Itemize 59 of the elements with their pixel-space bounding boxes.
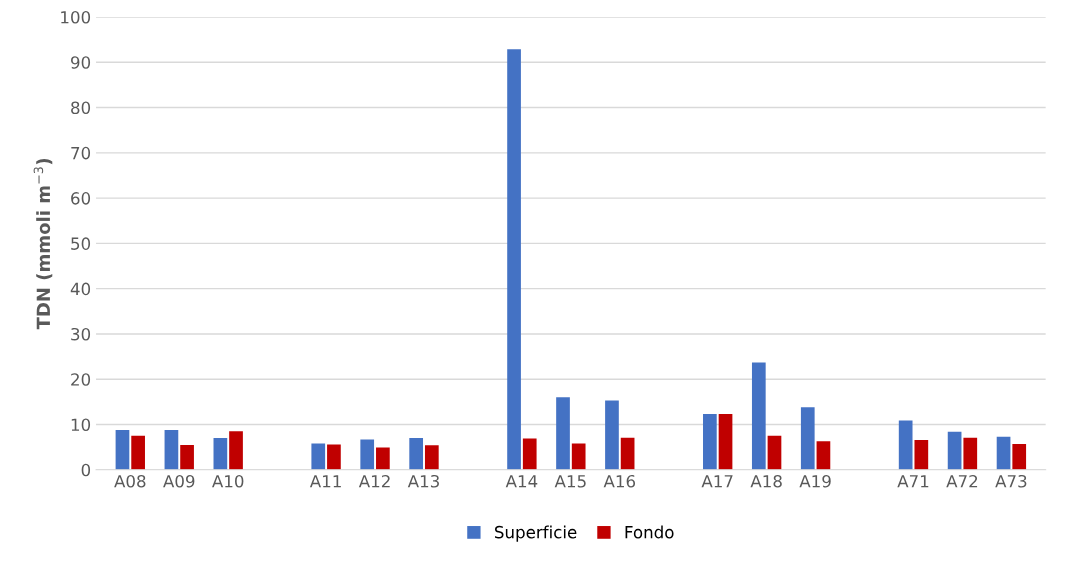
bar bbox=[327, 444, 341, 470]
x-tick-label: A08 bbox=[114, 474, 146, 488]
bar bbox=[311, 443, 326, 470]
x-tick-label: A11 bbox=[309, 475, 341, 488]
y-axis-title: TDN (mmoli m$^{−3}$) bbox=[33, 158, 53, 330]
y-tick-label: 100 bbox=[61, 10, 91, 24]
bar bbox=[131, 435, 145, 470]
bar bbox=[816, 441, 831, 470]
y-tick-label: 90 bbox=[71, 56, 91, 69]
bar bbox=[800, 407, 815, 470]
x-tick-label: A18 bbox=[750, 474, 782, 488]
bar bbox=[115, 429, 130, 470]
bar bbox=[571, 443, 586, 470]
y-tick-label: 80 bbox=[71, 101, 91, 115]
bar bbox=[898, 420, 913, 470]
bar bbox=[996, 436, 1011, 470]
y-tick-label: 40 bbox=[70, 282, 91, 296]
x-tick-label: A09 bbox=[163, 474, 195, 488]
bar bbox=[213, 438, 228, 470]
x-tick-label: A13 bbox=[407, 474, 439, 488]
x-tick-label: A15 bbox=[554, 475, 586, 488]
bar bbox=[605, 400, 619, 470]
bar bbox=[360, 439, 375, 470]
bar bbox=[556, 397, 570, 470]
bar bbox=[376, 447, 390, 470]
bar bbox=[507, 49, 521, 470]
x-tick-label: A16 bbox=[603, 474, 636, 488]
bar bbox=[767, 435, 782, 470]
bar bbox=[180, 444, 194, 470]
x-tick-label: A72 bbox=[946, 474, 978, 488]
bar bbox=[620, 437, 635, 470]
bar bbox=[424, 445, 439, 470]
bar bbox=[409, 438, 424, 470]
y-tick-label: 50 bbox=[71, 237, 91, 250]
bar bbox=[751, 362, 766, 470]
x-tick-label: A19 bbox=[799, 474, 831, 488]
bar bbox=[963, 437, 978, 470]
x-tick-label: A73 bbox=[995, 474, 1027, 488]
y-tick-label: 20 bbox=[71, 373, 91, 386]
x-tick-label: A10 bbox=[212, 474, 244, 488]
bar bbox=[1012, 443, 1027, 470]
legend-label: Fondo bbox=[625, 525, 674, 539]
legend-label: Superficie bbox=[494, 525, 577, 542]
bar bbox=[914, 439, 929, 470]
bar bbox=[522, 438, 537, 470]
y-tick-label: 10 bbox=[71, 418, 91, 432]
x-tick-label: A14 bbox=[505, 475, 538, 488]
y-tick-label: 70 bbox=[71, 146, 91, 160]
bar bbox=[164, 429, 179, 470]
x-tick-label: A71 bbox=[897, 475, 929, 488]
x-tick-label: A17 bbox=[701, 475, 733, 488]
x-tick-label: A12 bbox=[358, 474, 390, 488]
bar bbox=[718, 414, 733, 470]
y-tick-label: 30 bbox=[71, 327, 91, 341]
y-tick-label: 60 bbox=[71, 192, 91, 205]
bar bbox=[703, 414, 717, 470]
bar bbox=[229, 431, 243, 470]
bar bbox=[947, 431, 962, 470]
y-tick-label: 0 bbox=[81, 463, 91, 477]
